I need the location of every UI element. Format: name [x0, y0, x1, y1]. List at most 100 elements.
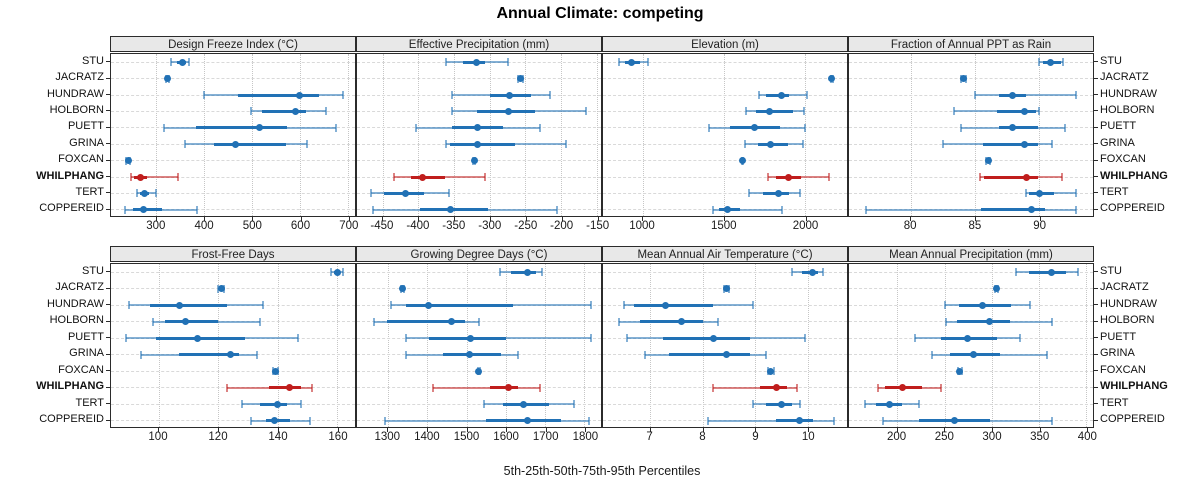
- interquartile-bar: [981, 208, 1046, 212]
- median-dot: [662, 301, 670, 309]
- median-dot: [1047, 58, 1055, 66]
- whisker-cap: [482, 400, 485, 409]
- station-tick-left: [106, 353, 110, 355]
- interquartile-bar: [195, 126, 288, 130]
- axis-tick-label: 1400: [414, 431, 440, 443]
- median-dot: [886, 400, 894, 408]
- station-tick-left: [106, 176, 110, 177]
- median-dot: [751, 124, 759, 132]
- station-tick-left: [106, 126, 110, 128]
- whisker-cap: [249, 107, 252, 116]
- gridline: [505, 264, 507, 427]
- row-guide: [603, 94, 847, 96]
- median-dot: [709, 334, 717, 342]
- whisker-cap: [1038, 58, 1041, 67]
- median-dot: [179, 58, 187, 66]
- station-label-left-tert: TERT: [75, 185, 104, 198]
- whisker-cap: [139, 350, 142, 359]
- percentile-whisker: [432, 386, 541, 389]
- median-dot: [1035, 189, 1043, 197]
- interquartile-bar: [261, 109, 306, 113]
- interquartile-bar: [663, 336, 750, 340]
- whisker-cap: [342, 268, 345, 277]
- station-tick-right: [1094, 271, 1098, 273]
- row-guide: [111, 288, 355, 290]
- row-guide: [111, 160, 355, 162]
- station-tick-right: [1094, 126, 1098, 128]
- axis-tick: [597, 217, 599, 221]
- station-tick-right: [1094, 110, 1098, 112]
- median-dot: [217, 285, 225, 293]
- axis-tick: [453, 217, 455, 221]
- station-tick-left: [106, 403, 110, 405]
- whisker-cap: [330, 268, 333, 277]
- station-label-right-coppereid: COPPEREID: [1100, 413, 1165, 426]
- row-guide: [111, 110, 355, 112]
- median-dot: [448, 318, 456, 326]
- whisker-cap: [1038, 107, 1041, 116]
- whisker-cap: [414, 123, 417, 132]
- median-dot: [723, 206, 731, 214]
- row-guide: [849, 94, 1093, 96]
- station-tick-left: [106, 77, 110, 79]
- percentile-whisker: [865, 208, 1077, 211]
- panel-header-effective-precipitation-mm: Effective Precipitation (mm): [356, 36, 602, 52]
- station-label-right-foxcan: FOXCAN: [1100, 363, 1146, 376]
- whisker-cap: [393, 173, 396, 181]
- interquartile-bar: [406, 303, 514, 307]
- whisker-cap: [931, 350, 934, 359]
- station-label-left-foxcan: FOXCAN: [58, 153, 104, 166]
- median-dot: [722, 285, 730, 293]
- whisker-cap: [939, 383, 942, 392]
- whisker-cap: [431, 383, 434, 392]
- gridline: [1039, 264, 1041, 427]
- axis-tick: [755, 428, 757, 432]
- gridline: [382, 54, 384, 216]
- median-dot: [271, 417, 279, 425]
- whisker-cap: [507, 58, 510, 67]
- station-label-left-grina: GRINA: [69, 136, 104, 149]
- median-dot: [516, 75, 524, 83]
- whisker-cap: [310, 383, 313, 392]
- axis-tick-label: -150: [586, 220, 610, 232]
- median-dot: [767, 367, 775, 375]
- station-tick-right: [1094, 208, 1098, 210]
- whisker-cap: [261, 301, 264, 310]
- whisker-cap: [183, 140, 186, 149]
- median-dot: [424, 301, 432, 309]
- panel-header-mean-annual-precipitation-mm: Mean Annual Precipitation (mm): [848, 246, 1094, 262]
- station-label-right-jacratz: JACRATZ: [1100, 71, 1149, 84]
- axis-tick: [489, 217, 491, 221]
- gridline: [277, 264, 279, 427]
- whisker-cap: [124, 334, 127, 343]
- interquartile-bar: [149, 303, 228, 307]
- whisker-cap: [953, 107, 956, 116]
- row-guide: [603, 370, 847, 372]
- whisker-cap: [309, 416, 312, 425]
- interquartile-bar: [213, 142, 286, 146]
- whisker-cap: [383, 416, 386, 425]
- whisker-cap: [389, 301, 392, 310]
- gridline: [944, 264, 946, 427]
- station-tick-left: [106, 94, 110, 95]
- station-tick-left: [106, 386, 110, 388]
- median-dot: [446, 206, 454, 214]
- interquartile-bar: [489, 386, 518, 390]
- station-tick-left: [106, 320, 110, 322]
- panel-design-freeze-index-c: [110, 53, 356, 217]
- median-dot: [739, 157, 747, 165]
- axis-tick-label: 1700: [532, 431, 559, 443]
- gridline: [897, 264, 899, 427]
- panel-frost-free-days: [110, 263, 356, 428]
- station-label-right-tert: TERT: [1100, 396, 1129, 409]
- station-label-left-foxcan: FOXCAN: [58, 363, 104, 376]
- gridline: [427, 264, 429, 427]
- gridline: [723, 54, 725, 216]
- gridline: [347, 54, 349, 216]
- station-label-right-stu: STU: [1100, 264, 1122, 277]
- whisker-cap: [780, 205, 783, 214]
- axis-tick-label: 9: [752, 431, 759, 443]
- station-label-right-holborn: HOLBORN: [1100, 314, 1155, 327]
- panel-header-growing-degree-days-c: Growing Degree Days (°C): [356, 246, 602, 262]
- whisker-cap: [555, 205, 558, 214]
